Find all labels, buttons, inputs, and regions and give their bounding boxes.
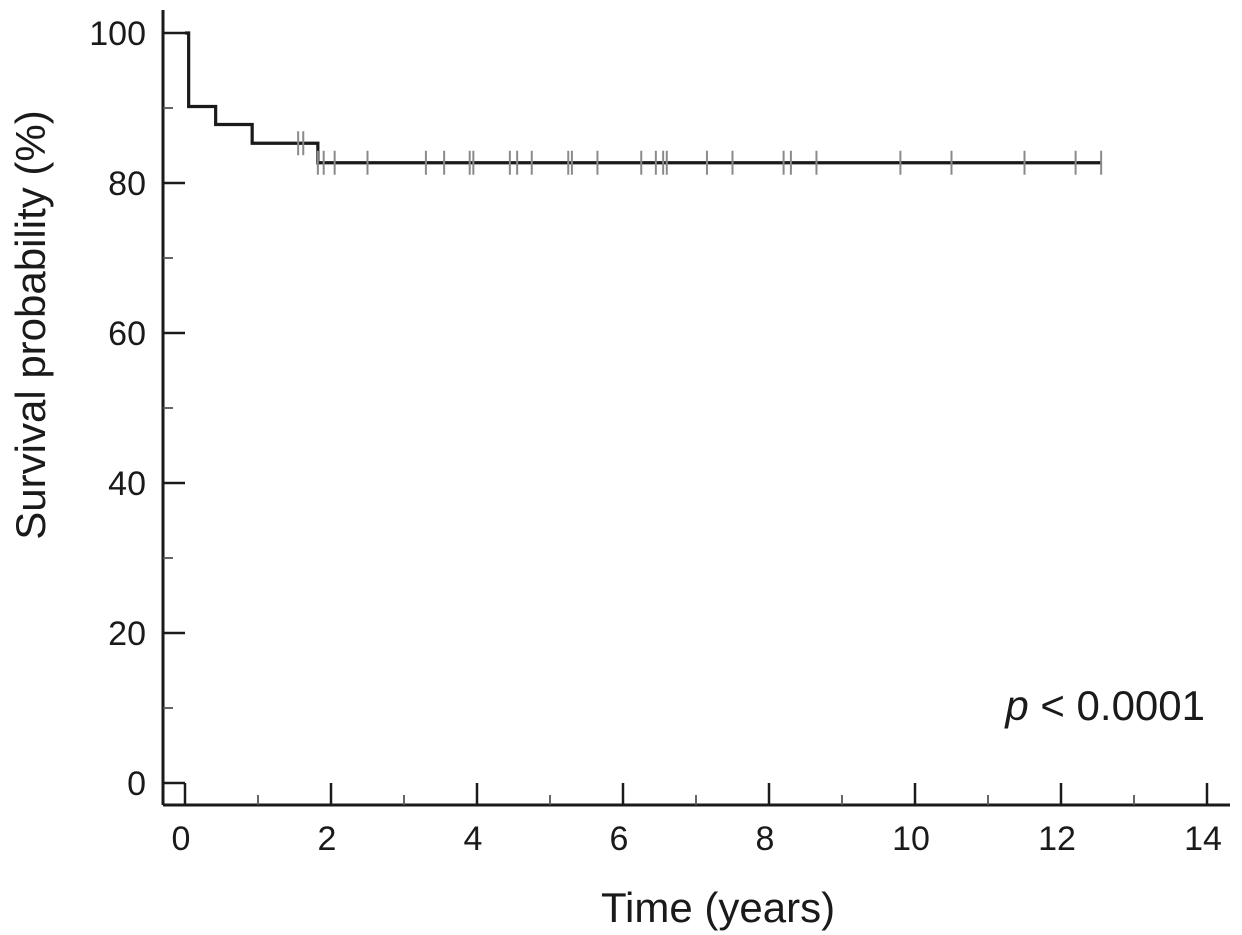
ticks: 0 20 40 60 80 100 0 2 4 6 8 10 12 14	[89, 15, 1222, 858]
x-tick-label: 2	[318, 820, 337, 858]
survival-curve	[185, 31, 1102, 165]
y-tick-label: 60	[108, 315, 146, 353]
series	[185, 31, 1103, 175]
y-tick-label: 100	[89, 15, 146, 53]
x-tick-label: 14	[1184, 820, 1222, 858]
y-tick-label: 0	[127, 765, 146, 803]
x-tick-label: 8	[756, 820, 775, 858]
y-axis-title: Survival probability (%)	[7, 110, 54, 539]
x-tick-label: 10	[892, 820, 930, 858]
x-tick-label: 4	[464, 820, 483, 858]
x-tick-label: 6	[610, 820, 629, 858]
x-tick-label: 12	[1038, 820, 1076, 858]
x-tick-label: 0	[172, 820, 191, 858]
x-axis-title: Time (years)	[601, 884, 835, 931]
y-tick-label: 40	[108, 465, 146, 503]
p-value-annotation: p < 0.0001	[1003, 682, 1205, 729]
y-tick-label: 80	[108, 165, 146, 203]
y-tick-label: 20	[108, 615, 146, 653]
